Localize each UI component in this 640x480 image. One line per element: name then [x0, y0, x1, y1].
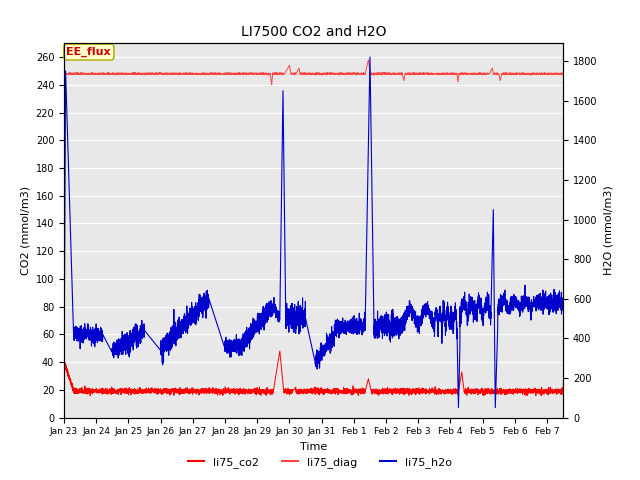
li75_diag	[559, 70, 567, 76]
Line: li75_co2: li75_co2	[64, 351, 563, 396]
li75_co2	[360, 391, 367, 397]
li75_co2	[151, 385, 159, 391]
li75_diag	[151, 71, 159, 77]
li75_co2	[86, 393, 94, 398]
li75_diag	[251, 70, 259, 76]
li75_diag	[471, 71, 479, 76]
Y-axis label: CO2 (mmol/m3): CO2 (mmol/m3)	[20, 186, 30, 275]
li75_co2	[385, 387, 393, 393]
li75_co2	[251, 385, 259, 391]
li75_diag	[364, 57, 372, 63]
li75_h2o	[60, 375, 68, 381]
Title: LI7500 CO2 and H2O: LI7500 CO2 and H2O	[241, 25, 387, 39]
li75_h2o	[471, 308, 479, 314]
Line: li75_diag: li75_diag	[64, 60, 563, 85]
li75_co2	[559, 390, 567, 396]
li75_diag	[360, 70, 367, 75]
li75_h2o	[360, 323, 367, 329]
li75_h2o	[454, 405, 462, 410]
Text: EE_flux: EE_flux	[67, 47, 111, 57]
li75_h2o	[559, 299, 567, 305]
li75_h2o	[251, 330, 259, 336]
li75_h2o	[151, 340, 159, 346]
li75_co2	[276, 348, 284, 354]
li75_h2o	[366, 54, 374, 60]
X-axis label: Time: Time	[300, 442, 327, 452]
li75_diag	[433, 71, 440, 76]
li75_diag	[268, 82, 275, 88]
Y-axis label: H2O (mmol/m3): H2O (mmol/m3)	[603, 186, 613, 275]
Legend: li75_co2, li75_diag, li75_h2o: li75_co2, li75_diag, li75_h2o	[184, 452, 456, 472]
Line: li75_h2o: li75_h2o	[64, 57, 563, 408]
li75_co2	[471, 386, 479, 392]
li75_diag	[60, 71, 68, 76]
li75_co2	[60, 360, 68, 366]
li75_h2o	[385, 323, 392, 328]
li75_co2	[433, 391, 440, 397]
li75_h2o	[433, 306, 440, 312]
li75_diag	[385, 70, 393, 76]
